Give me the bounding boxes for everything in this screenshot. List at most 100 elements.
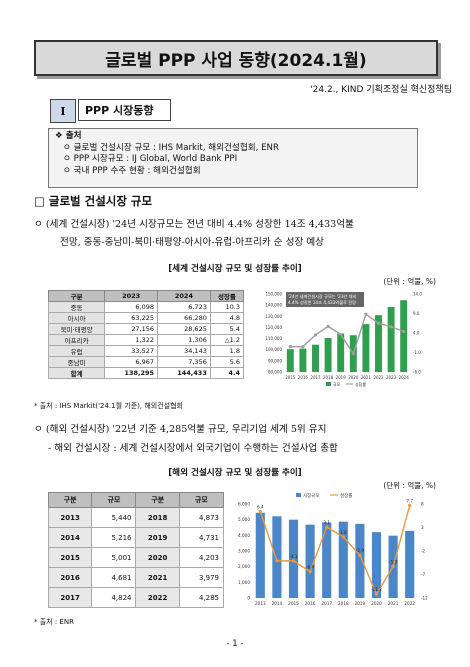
y-tick-label: 3,000 bbox=[238, 549, 250, 554]
table-row: 2013 5,440 2018 4,873 bbox=[47, 507, 225, 528]
legend-label: 시장규모 bbox=[303, 492, 320, 499]
legend-label: 성장률 bbox=[355, 381, 366, 387]
annotation-box bbox=[286, 292, 364, 307]
issuer-line: '24.2., KIND 기획조정실 혁신정책팀 bbox=[310, 85, 452, 95]
x-tick-label: 2015 bbox=[285, 375, 296, 380]
legend-swatch bbox=[326, 382, 331, 386]
data-label: -4.1 bbox=[289, 554, 298, 559]
data-label: -5.3 bbox=[389, 560, 398, 565]
paragraph-line: ㅇ (해외 건설시장) '22년 기준 4,285억불 규모, 우리기업 세계 … bbox=[34, 424, 327, 435]
table-cell: 4,824 bbox=[91, 587, 137, 608]
sources-header: ❖ 출처 bbox=[55, 131, 82, 141]
bar-mark bbox=[305, 524, 315, 598]
y-tick-label: 140,000 bbox=[265, 303, 282, 308]
paragraph-line: - 해외 건설시장 : 세계 건설시장에서 외국기업이 수행하는 건설사업 총합 bbox=[48, 443, 338, 454]
table-cell: 7,356 bbox=[157, 356, 211, 368]
world-market-chart: 80,000 90,000 100,000 110,000 120,000 130,000… bbox=[265, 292, 422, 388]
bar-mark bbox=[322, 522, 332, 598]
table-cell: 1,322 bbox=[104, 334, 159, 346]
x-tick-label: 2021 bbox=[388, 601, 399, 606]
data-label: 3.1 bbox=[323, 520, 330, 525]
table-cell: 2017 bbox=[47, 587, 93, 608]
table-cell: 2020 bbox=[135, 547, 180, 568]
line-point bbox=[374, 592, 379, 596]
table-cell: 10.3 bbox=[209, 301, 245, 313]
table-cell: 4,203 bbox=[178, 547, 225, 568]
y2-tick-label: -12 bbox=[421, 596, 428, 601]
table-cell: 1,306 bbox=[157, 334, 211, 346]
world-market-table: 구분 2023 2024 성장률 중동 6,098 6,723 10.3 아시아 63,… bbox=[47, 290, 245, 379]
y-tick-label: 6,000 bbox=[238, 502, 250, 507]
data-label: -2.9 bbox=[356, 548, 365, 553]
table-cell: 63,225 bbox=[104, 312, 159, 324]
table-header: 2023 bbox=[104, 290, 159, 302]
y-tick-label: 130,000 bbox=[265, 314, 282, 319]
table-row: 2016 4,681 2021 3,979 bbox=[47, 567, 225, 588]
source-note: * 출처 : IHS Markit('24.1월 기준), 해외건설협회 bbox=[34, 402, 183, 410]
bar-mark bbox=[312, 344, 319, 372]
x-tick-label: 2017 bbox=[310, 375, 321, 380]
overseas-market-table: 구분 규모 구분 규모 2013 5,440 2018 4,873 2014 5,216… bbox=[47, 492, 225, 608]
x-tick-label: 2022 bbox=[404, 601, 415, 606]
bar-mark bbox=[375, 315, 382, 372]
table-cell: 2014 bbox=[47, 527, 93, 548]
line-point bbox=[301, 345, 305, 349]
annotation-text: 4.4% 성장한 14조 4,433억불로 전망 bbox=[288, 299, 356, 306]
table-cell: 6,967 bbox=[104, 356, 159, 368]
data-label: -11.2 bbox=[371, 587, 382, 592]
bar-mark bbox=[288, 519, 299, 598]
line-point bbox=[376, 321, 381, 325]
section-number: I bbox=[50, 99, 76, 123]
table-cell: 2016 bbox=[47, 567, 93, 588]
table-cell: 66,280 bbox=[157, 312, 211, 324]
line-point bbox=[389, 325, 393, 329]
table-cell: 2021 bbox=[135, 567, 180, 588]
table-cell: 합계 bbox=[47, 367, 106, 379]
y2-tick-label: 14.0 bbox=[413, 292, 422, 297]
unit-label: (단위 : 억불, %) bbox=[383, 277, 436, 286]
x-tick-label: 2019 bbox=[355, 601, 366, 606]
y-tick-label: 150,000 bbox=[265, 292, 282, 297]
line-point bbox=[325, 525, 329, 529]
line-point bbox=[308, 570, 312, 574]
table-cell: 5.4 bbox=[209, 323, 245, 335]
bar-mark bbox=[272, 516, 282, 598]
y-tick-label: 5,000 bbox=[238, 517, 250, 522]
title-text: 글로벌 PPP 사업 동향(2024.1월) bbox=[105, 50, 367, 71]
table-header: 규모 bbox=[178, 492, 225, 508]
table-cell: 5.6 bbox=[209, 356, 245, 368]
table-row: 2015 5,001 2020 4,203 bbox=[47, 547, 225, 568]
bar-mark bbox=[338, 521, 348, 598]
table-cell: 5,216 bbox=[91, 527, 137, 548]
table-total-row: 합계 138,295 144,433 4.4 bbox=[47, 367, 245, 379]
table-row: 북미·태평양 27,156 28,625 5.4 bbox=[47, 323, 245, 335]
bar-mark bbox=[324, 338, 332, 372]
table-cell: 1.8 bbox=[209, 345, 245, 357]
x-tick-label: 2019 bbox=[336, 375, 347, 380]
y2-tick-label: 8 bbox=[421, 502, 424, 507]
line-point bbox=[275, 559, 279, 563]
x-tick-label: 2015 bbox=[288, 601, 299, 606]
x-tick-label: 2013 bbox=[255, 601, 266, 606]
chart2-caption: [해외 건설시장 규모 및 성장률 추이] bbox=[168, 468, 302, 478]
source-item: ㅇ 글로벌 건설시장 규모 : IHS Markit, 해외건설협회, ENR bbox=[63, 142, 279, 153]
table-header: 구분 bbox=[47, 492, 93, 508]
table-header: 성장률 bbox=[209, 290, 245, 302]
line-point bbox=[351, 352, 355, 356]
table-cell: 3,979 bbox=[178, 567, 225, 588]
table-cell: 2022 bbox=[135, 587, 180, 608]
table-cell: 중동 bbox=[47, 301, 106, 313]
table-row: 유럽 33,527 34,143 1.8 bbox=[47, 345, 245, 357]
table-cell: 27,156 bbox=[104, 323, 159, 335]
x-tick-label: 2018 bbox=[338, 601, 349, 606]
annotation-text: '24년 세계건설시장 규모는 '23년 대비 bbox=[288, 293, 357, 300]
bar-mark bbox=[299, 348, 307, 372]
table-cell: 144,433 bbox=[157, 367, 211, 379]
y-tick-label: 1,000 bbox=[238, 580, 250, 585]
y-tick-label: 2,000 bbox=[238, 564, 250, 569]
bar-mark bbox=[387, 307, 395, 372]
line-point bbox=[364, 312, 368, 316]
table-cell: 28,625 bbox=[157, 323, 211, 335]
y2-tick-label: -2 bbox=[421, 549, 426, 554]
legend-swatch bbox=[296, 493, 301, 497]
